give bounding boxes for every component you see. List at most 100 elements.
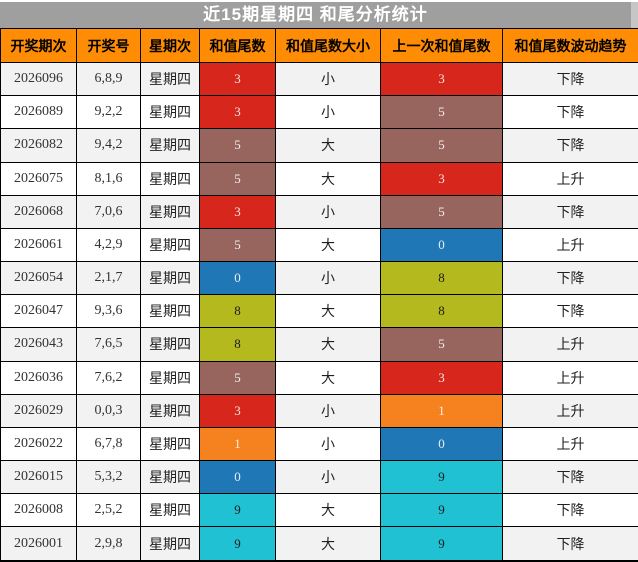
cell-trend: 上升 bbox=[502, 327, 638, 362]
cell-prev_tail: 8 bbox=[380, 261, 503, 296]
table-row: 2026089 9,2,2 星期四 3 小 5 下降 bbox=[0, 95, 638, 130]
cell-trend: 下降 bbox=[502, 95, 638, 130]
cell-weekday: 星期四 bbox=[140, 393, 200, 428]
cell-weekday: 星期四 bbox=[140, 327, 200, 362]
cell-trend: 下降 bbox=[502, 493, 638, 528]
cell-size: 小 bbox=[275, 393, 381, 428]
column-header-trend: 和值尾数波动趋势 bbox=[502, 28, 638, 63]
cell-period: 2026029 bbox=[0, 393, 77, 428]
table-body: 2026096 6,8,9 星期四 3 小 3 下降 2026089 9,2,2 星期四 3 小 5 下降… bbox=[0, 61, 638, 562]
table-row: 2026061 4,2,9 星期四 5 大 0 上升 bbox=[0, 227, 638, 263]
cell-numbers: 9,3,6 bbox=[76, 294, 141, 329]
cell-prev_tail: 9 bbox=[380, 493, 503, 528]
cell-weekday: 星期四 bbox=[140, 426, 200, 462]
cell-prev_tail: 3 bbox=[380, 360, 503, 395]
cell-size: 大 bbox=[275, 327, 381, 362]
cell-weekday: 星期四 bbox=[140, 360, 200, 395]
cell-period: 2026096 bbox=[0, 61, 77, 97]
column-header-period: 开奖期次 bbox=[0, 28, 77, 63]
cell-tail: 1 bbox=[199, 426, 276, 462]
cell-numbers: 2,5,2 bbox=[76, 493, 141, 528]
cell-numbers: 5,3,2 bbox=[76, 460, 141, 495]
cell-weekday: 星期四 bbox=[140, 61, 200, 97]
cell-period: 2026075 bbox=[0, 161, 77, 196]
cell-weekday: 星期四 bbox=[140, 526, 200, 562]
cell-weekday: 星期四 bbox=[140, 161, 200, 196]
cell-numbers: 7,6,2 bbox=[76, 360, 141, 395]
cell-weekday: 星期四 bbox=[140, 95, 200, 130]
table-row: 2026068 7,0,6 星期四 3 小 5 下降 bbox=[0, 194, 638, 229]
cell-tail: 8 bbox=[199, 294, 276, 329]
cell-numbers: 6,7,8 bbox=[76, 426, 141, 462]
cell-trend: 下降 bbox=[502, 61, 638, 97]
cell-trend: 下降 bbox=[502, 526, 638, 562]
cell-prev_tail: 5 bbox=[380, 327, 503, 362]
cell-period: 2026036 bbox=[0, 360, 77, 395]
cell-trend: 上升 bbox=[502, 393, 638, 428]
cell-prev_tail: 8 bbox=[380, 294, 503, 329]
cell-prev_tail: 3 bbox=[380, 61, 503, 97]
table-row: 2026096 6,8,9 星期四 3 小 3 下降 bbox=[0, 61, 638, 97]
cell-size: 大 bbox=[275, 493, 381, 528]
cell-prev_tail: 0 bbox=[380, 227, 503, 263]
cell-tail: 0 bbox=[199, 261, 276, 296]
table-row: 2026008 2,5,2 星期四 9 大 9 下降 bbox=[0, 493, 638, 528]
cell-weekday: 星期四 bbox=[140, 227, 200, 263]
cell-numbers: 2,1,7 bbox=[76, 261, 141, 296]
cell-tail: 9 bbox=[199, 493, 276, 528]
cell-period: 2026015 bbox=[0, 460, 77, 495]
cell-tail: 5 bbox=[199, 360, 276, 395]
cell-prev_tail: 1 bbox=[380, 393, 503, 428]
cell-period: 2026022 bbox=[0, 426, 77, 462]
page-title: 近15期星期四 和尾分析统计 bbox=[0, 2, 631, 28]
cell-trend: 上升 bbox=[502, 426, 638, 462]
table-row: 2026075 8,1,6 星期四 5 大 3 上升 bbox=[0, 161, 638, 196]
table-row: 2026001 2,9,8 星期四 9 大 9 下降 bbox=[0, 526, 638, 562]
cell-tail: 3 bbox=[199, 61, 276, 97]
cell-numbers: 0,0,3 bbox=[76, 393, 141, 428]
cell-prev_tail: 9 bbox=[380, 460, 503, 495]
cell-period: 2026061 bbox=[0, 227, 77, 263]
cell-trend: 上升 bbox=[502, 360, 638, 395]
cell-numbers: 6,8,9 bbox=[76, 61, 141, 97]
cell-prev_tail: 9 bbox=[380, 526, 503, 562]
cell-size: 小 bbox=[275, 95, 381, 130]
cell-size: 大 bbox=[275, 526, 381, 562]
cell-tail: 9 bbox=[199, 526, 276, 562]
table-row: 2026015 5,3,2 星期四 0 小 9 下降 bbox=[0, 460, 638, 495]
cell-trend: 下降 bbox=[502, 128, 638, 163]
header-row: 开奖期次 开奖号 星期次 和值尾数 和值尾数大小 上一次和值尾数 和值尾数波动趋势 bbox=[0, 28, 638, 63]
cell-prev_tail: 3 bbox=[380, 161, 503, 196]
cell-tail: 5 bbox=[199, 128, 276, 163]
cell-size: 小 bbox=[275, 460, 381, 495]
cell-tail: 3 bbox=[199, 393, 276, 428]
table-row: 2026082 9,4,2 星期四 5 大 5 下降 bbox=[0, 128, 638, 163]
cell-weekday: 星期四 bbox=[140, 128, 200, 163]
cell-size: 小 bbox=[275, 261, 381, 296]
cell-size: 大 bbox=[275, 294, 381, 329]
cell-period: 2026047 bbox=[0, 294, 77, 329]
table-row: 2026022 6,7,8 星期四 1 小 0 上升 bbox=[0, 426, 638, 462]
cell-period: 2026089 bbox=[0, 95, 77, 130]
cell-size: 大 bbox=[275, 161, 381, 196]
column-header-size: 和值尾数大小 bbox=[275, 28, 381, 63]
column-header-tail: 和值尾数 bbox=[199, 28, 276, 63]
column-header-weekday: 星期次 bbox=[140, 28, 200, 63]
cell-numbers: 7,6,5 bbox=[76, 327, 141, 362]
cell-weekday: 星期四 bbox=[140, 194, 200, 229]
column-header-prev_tail: 上一次和值尾数 bbox=[380, 28, 503, 63]
cell-period: 2026068 bbox=[0, 194, 77, 229]
table-row: 2026036 7,6,2 星期四 5 大 3 上升 bbox=[0, 360, 638, 395]
cell-weekday: 星期四 bbox=[140, 460, 200, 495]
cell-numbers: 9,4,2 bbox=[76, 128, 141, 163]
cell-tail: 3 bbox=[199, 95, 276, 130]
cell-trend: 下降 bbox=[502, 194, 638, 229]
cell-size: 小 bbox=[275, 426, 381, 462]
cell-numbers: 8,1,6 bbox=[76, 161, 141, 196]
cell-numbers: 4,2,9 bbox=[76, 227, 141, 263]
cell-tail: 8 bbox=[199, 327, 276, 362]
cell-numbers: 9,2,2 bbox=[76, 95, 141, 130]
table-row: 2026047 9,3,6 星期四 8 大 8 下降 bbox=[0, 294, 638, 329]
column-header-numbers: 开奖号 bbox=[76, 28, 141, 63]
